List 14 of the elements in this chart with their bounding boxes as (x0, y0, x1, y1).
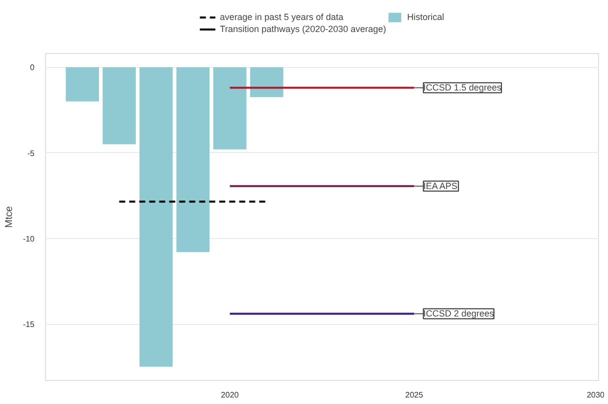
y-tick-label: -15 (22, 320, 36, 330)
legend-label: Historical (407, 10, 444, 22)
series-label: IEA APS (423, 181, 458, 192)
y-tick-label: -10 (22, 234, 36, 244)
x-tick-label: 2020 (220, 390, 240, 400)
series-label: ICCSD 2 degrees (423, 308, 494, 319)
series-label: ICCSD 1.5 degrees (423, 82, 502, 93)
x-tick-label: 2025 (405, 390, 424, 400)
y-axis-title: Mtce (4, 206, 15, 228)
text: Transition pathways (2020-2030 average) (220, 22, 386, 34)
x-tick-label: 2030 (586, 390, 606, 400)
legend-label: average in past 5 years of data (220, 10, 344, 22)
y-tick-label: -5 (27, 148, 36, 158)
y-tick-label: 0 (30, 63, 36, 72)
